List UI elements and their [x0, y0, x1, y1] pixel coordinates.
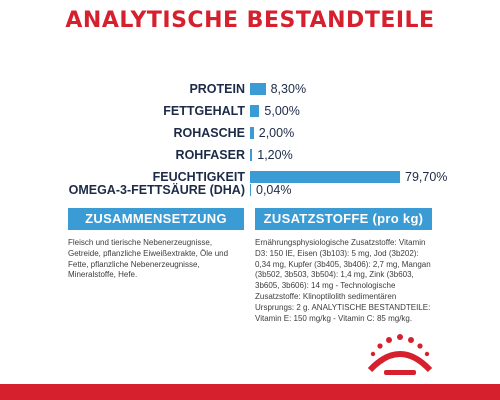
nutrient-row-protein: PROTEIN 8,30%	[0, 80, 500, 98]
nutrient-value: 2,00%	[258, 126, 295, 140]
nutrient-bar	[250, 127, 254, 139]
nutrient-label: ROHFASER	[175, 148, 245, 162]
royal-canin-crown-logo-icon	[367, 334, 433, 375]
nutrient-bar	[250, 184, 251, 196]
nutrient-value: 8,30%	[270, 82, 307, 96]
nutrient-row-omega-3: OMEGA-3-FETTSÄURE (DHA) 0,04%	[0, 181, 500, 199]
nutrient-bar	[250, 83, 266, 95]
nutrient-label: OMEGA-3-FETTSÄURE (DHA)	[68, 183, 245, 197]
nutrient-label: ROHASCHE	[173, 126, 245, 140]
nutrient-row-rohfaser: ROHFASER 1,20%	[0, 146, 500, 164]
nutrient-bar	[250, 105, 260, 117]
footer-band	[0, 384, 500, 400]
nutrient-bar	[250, 171, 400, 183]
nutrient-value: 1,20%	[257, 148, 293, 162]
nutrient-value: 0,04%	[256, 183, 292, 197]
additives-heading: ZUSATZSTOFFE (pro kg)	[255, 208, 432, 230]
nutrient-label: FETTGEHALT	[163, 104, 245, 118]
nutrient-value: 79,70%	[405, 170, 448, 184]
nutrient-label: FEUCHTIGKEIT	[152, 170, 245, 184]
nutrient-label: PROTEIN	[189, 82, 245, 96]
composition-heading: ZUSAMMENSETZUNG	[68, 208, 244, 230]
page-title: ANALYTISCHE BESTANDTEILE	[65, 8, 435, 33]
nutrient-row-feuchtigkeit: FEUCHTIGKEIT 79,70%	[0, 168, 500, 186]
nutrient-row-rohasche: ROHASCHE 2,00%	[0, 124, 500, 142]
nutrient-row-fettgehalt: FETTGEHALT 5,00%	[0, 102, 500, 120]
additives-text: Ernährungsphysiologische Zusatzstoffe: V…	[255, 238, 431, 323]
nutrient-bar	[250, 149, 253, 161]
composition-text: Fleisch und tierische Nebenerzeugnisse, …	[68, 238, 229, 280]
nutrient-value: 5,00%	[264, 104, 300, 118]
